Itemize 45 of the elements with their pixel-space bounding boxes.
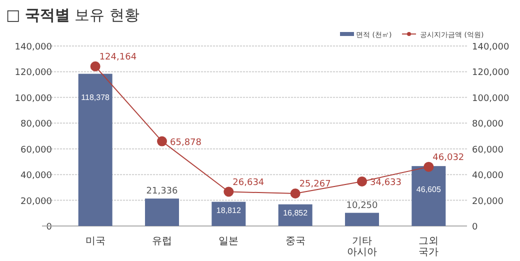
x-tick-label: 미국 bbox=[85, 236, 106, 247]
point bbox=[157, 136, 167, 146]
y-tick-label: 80,000 bbox=[20, 120, 52, 130]
point bbox=[90, 61, 100, 72]
data-label: 26,634 bbox=[232, 178, 264, 188]
bar bbox=[145, 198, 179, 226]
y2-tick-label: 20,000 bbox=[472, 196, 504, 207]
data-label: 10,250 bbox=[346, 200, 378, 211]
x-tick-label: 중국 bbox=[285, 236, 306, 247]
x-tick-label: 그외 국가 bbox=[418, 236, 439, 258]
data-label: 65,878 bbox=[170, 138, 202, 148]
y2-tick-label: 60,000 bbox=[472, 145, 504, 156]
y-tick-label: 140,000 bbox=[14, 42, 52, 52]
data-label: 16,852 bbox=[283, 208, 308, 218]
data-label: 124,164 bbox=[99, 52, 137, 62]
data-label: 118,378 bbox=[81, 92, 110, 102]
bar bbox=[212, 202, 246, 226]
bar bbox=[78, 74, 112, 226]
data-label: 25,267 bbox=[299, 180, 331, 190]
bar bbox=[345, 212, 379, 226]
x-tick-label: 일본 bbox=[218, 236, 239, 247]
data-label: 21,336 bbox=[146, 186, 178, 197]
y-tick-label: 60,000 bbox=[20, 145, 52, 156]
data-label: 46,032 bbox=[432, 152, 464, 163]
chart-title: □ 국적별 보유 현황 bbox=[6, 6, 140, 24]
y2-tick-label: 120,000 bbox=[472, 68, 510, 78]
y2-tick-label: 140,000 bbox=[472, 42, 510, 52]
y2-tick-label: 40,000 bbox=[472, 171, 504, 182]
data-label: 46,605 bbox=[416, 185, 442, 194]
y2-tick-label: 0 bbox=[472, 222, 478, 232]
y-tick-label: 120,000 bbox=[14, 68, 52, 78]
data-label: 18,812 bbox=[216, 206, 242, 215]
x-tick-label: 유럽 bbox=[152, 236, 172, 247]
x-tick-label: 기타 아시아 bbox=[347, 236, 377, 258]
y2-tick-label: 80,000 bbox=[472, 120, 504, 130]
point bbox=[357, 176, 367, 186]
y-tick-label: 40,000 bbox=[20, 171, 52, 182]
point bbox=[290, 188, 300, 199]
data-label: 34,633 bbox=[370, 178, 402, 188]
point bbox=[224, 186, 234, 197]
y-tick-label: 100,000 bbox=[14, 94, 52, 104]
y-tick-label: 20,000 bbox=[20, 196, 52, 207]
y2-tick-label: 100,000 bbox=[472, 94, 510, 104]
bar bbox=[412, 166, 446, 226]
point bbox=[424, 162, 434, 172]
